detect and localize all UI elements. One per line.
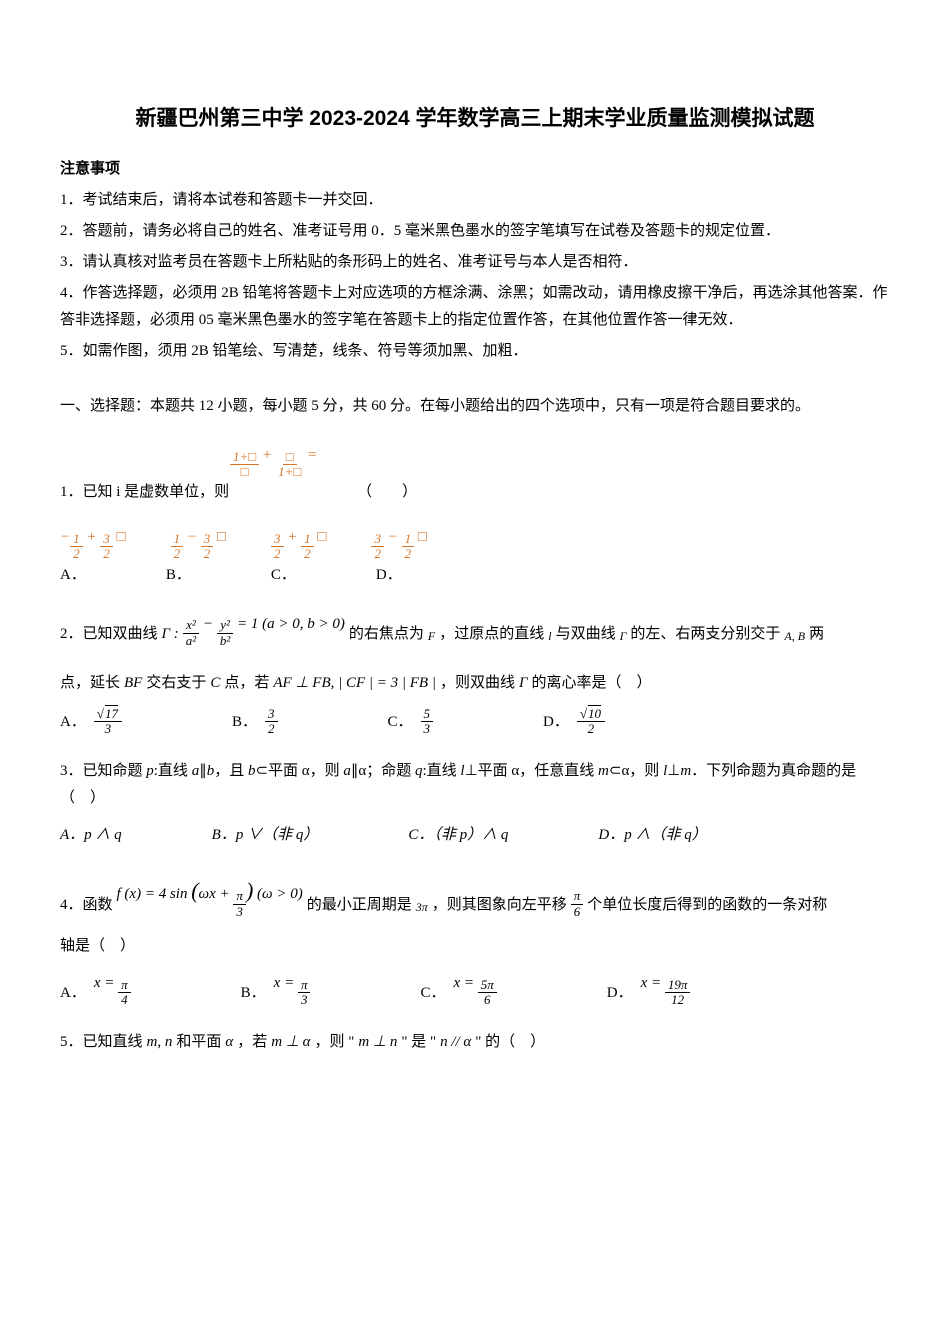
q2-F: F bbox=[428, 626, 435, 648]
q2-choice-c: C． 53 bbox=[388, 707, 434, 737]
q2-choice-a: A． √173 bbox=[60, 707, 122, 737]
q1-text-suffix: （ ） bbox=[357, 479, 417, 506]
q4-fx: f (x) = 4 sin (ωx + π3) (ω > 0) bbox=[117, 871, 303, 918]
q3-text: ⊂平面 α，则 bbox=[255, 763, 343, 779]
q3-a2: a bbox=[343, 763, 351, 779]
q5-c2: m ⊥ n bbox=[358, 1029, 397, 1056]
section-header: 一、选择题：本题共 12 小题，每小题 5 分，共 60 分。在每小题给出的四个… bbox=[60, 393, 890, 420]
q2-text: 的右焦点为 bbox=[349, 621, 424, 648]
notice-item: 5．如需作图，须用 2B 铅笔绘、写清楚，线条、符号等须加黑、加粗． bbox=[60, 338, 890, 365]
q4-text: 轴是（ ） bbox=[60, 933, 890, 960]
q5-c1: m ⊥ α bbox=[271, 1029, 310, 1056]
q1-choice-a-label: A． bbox=[60, 562, 86, 589]
q3-choices: A．p ∧ q B．p ∨（非 q） C．（非 p）∧ q D．p ∧（非 q） bbox=[60, 822, 890, 849]
question-3: 3．已知命题 p:直线 a∥b，且 b⊂平面 α，则 a∥α；命题 q:直线 l… bbox=[60, 758, 890, 812]
q2-text: 两 bbox=[809, 621, 824, 648]
notice-header: 注意事项 bbox=[60, 156, 890, 183]
q4-text: 4．函数 bbox=[60, 892, 113, 919]
q2-gamma3: Γ bbox=[519, 670, 528, 697]
q1-expression: 1+□□ + □1+□ = bbox=[230, 442, 890, 479]
q2-text: ，则双曲线 bbox=[440, 670, 515, 697]
q4-text: 的最小正周期是 bbox=[307, 892, 412, 919]
q4-text: 个单位长度后得到的函数的一条对称 bbox=[587, 892, 827, 919]
q2-equation: x²a² − y²b² = 1 (a > 0, b > 0) bbox=[183, 611, 345, 648]
q4-choice-a: A． x = π4 bbox=[60, 970, 131, 1007]
q1-choice-d-label: D． bbox=[376, 562, 402, 589]
q3-text: :直线 bbox=[154, 763, 192, 779]
q5-text: " 是 " bbox=[401, 1029, 436, 1056]
q2-choice-b: B． 32 bbox=[232, 707, 278, 737]
q2-BF: BF bbox=[124, 670, 142, 697]
q5-text: 5．已知直线 bbox=[60, 1029, 143, 1056]
q2-choice-d: D． √102 bbox=[543, 707, 605, 737]
q2-text: 点，若 bbox=[224, 670, 269, 697]
q2-text: 的左、右两支分别交于 bbox=[630, 621, 780, 648]
q2-text: 的离心率是（ ） bbox=[532, 670, 652, 697]
q5-text: ，则 " bbox=[315, 1029, 355, 1056]
notice-item: 4．作答选择题，必须用 2B 铅笔将答题卡上对应选项的方框涂满、涂黑；如需改动，… bbox=[60, 280, 890, 334]
q2-text: 点，延长 bbox=[60, 670, 120, 697]
q3-text: ，且 bbox=[214, 763, 248, 779]
notice-item: 3．请认真核对监考员在答题卡上所粘贴的条形码上的姓名、准考证号与本人是否相符． bbox=[60, 249, 890, 276]
q5-text: 和平面 bbox=[176, 1029, 221, 1056]
q3-text: ∥α；命题 bbox=[351, 763, 415, 779]
q3-text: ⊂α，则 bbox=[609, 763, 663, 779]
q5-text: ，若 bbox=[237, 1029, 267, 1056]
q4-text: ，则其图象向左平移 bbox=[432, 892, 567, 919]
q2-choices: A． √173 B． 32 C． 53 D． √102 bbox=[60, 707, 890, 737]
q4-period: 3π bbox=[416, 897, 428, 919]
notice-item: 2．答题前，请务必将自己的姓名、准考证号用 0．5 毫米黑色墨水的签字笔填写在试… bbox=[60, 218, 890, 245]
q2-text: 与双曲线 bbox=[556, 621, 616, 648]
q2-gamma: Γ : bbox=[162, 621, 179, 648]
q3-p: p bbox=[146, 763, 154, 779]
q2-l: l bbox=[548, 626, 551, 648]
q3-m: m bbox=[598, 763, 609, 779]
q5-text: " 的（ ） bbox=[475, 1029, 545, 1056]
q3-m2: m bbox=[680, 763, 691, 779]
question-1: 1+□□ + □1+□ = 1．已知 i 是虚数单位，则 （ ） bbox=[60, 442, 890, 506]
notice-item: 1．考试结束后，请将本试卷和答题卡一并交回． bbox=[60, 187, 890, 214]
q3-text: ⊥ bbox=[667, 763, 680, 779]
q2-text: ，过原点的直线 bbox=[439, 621, 544, 648]
q5-c3: n // α bbox=[440, 1029, 471, 1056]
q1-choice-c-expr: 32 + 12 □ bbox=[271, 524, 326, 561]
q3-text: :直线 bbox=[423, 763, 461, 779]
q3-choice-a: A．p ∧ q bbox=[60, 822, 122, 849]
q5-alpha: α bbox=[225, 1029, 233, 1056]
q4-shift: π6 bbox=[571, 889, 584, 919]
q3-text: ∥ bbox=[199, 763, 207, 779]
exam-title: 新疆巴州第三中学 2023-2024 学年数学高三上期末学业质量监测模拟试题 bbox=[60, 100, 890, 138]
q1-text-prefix: 1．已知 i 是虚数单位，则 bbox=[60, 479, 229, 506]
q4-choice-b: B． x = π3 bbox=[241, 970, 311, 1007]
question-5: 5．已知直线 m, n 和平面 α ，若 m ⊥ α ，则 " m ⊥ n " … bbox=[60, 1029, 890, 1056]
q1-choices-math: −12 + 32 □ 12 − 32 □ 32 + 12 □ 32 − 12 □… bbox=[60, 524, 890, 588]
q5-mn: m, n bbox=[147, 1029, 173, 1056]
q2-gamma2: Γ bbox=[620, 626, 627, 648]
q1-choice-b-label: B． bbox=[166, 562, 191, 589]
q4-choices: A． x = π4 B． x = π3 C． x = 5π6 D． x = 19… bbox=[60, 970, 890, 1007]
q3-choice-d: D．p ∧（非 q） bbox=[598, 822, 706, 849]
q1-choice-d-expr: 32 − 12 □ bbox=[371, 524, 426, 561]
q2-condition: AF ⊥ FB, | CF | = 3 | FB | bbox=[273, 670, 436, 697]
q1-choice-a-expr: −12 + 32 □ bbox=[60, 524, 126, 561]
q1-choice-b-expr: 12 − 32 □ bbox=[171, 524, 226, 561]
q2-C: C bbox=[210, 670, 220, 697]
q3-choice-c: C．（非 p）∧ q bbox=[408, 822, 508, 849]
q2-AB: A, B bbox=[784, 626, 805, 648]
question-2: 2．已知双曲线 Γ : x²a² − y²b² = 1 (a > 0, b > … bbox=[60, 611, 890, 697]
q4-choice-c: C． x = 5π6 bbox=[420, 970, 496, 1007]
q1-choice-c-label: C． bbox=[271, 562, 296, 589]
q3-text: ⊥平面 α，任意直线 bbox=[465, 763, 598, 779]
q2-text: 2．已知双曲线 bbox=[60, 621, 158, 648]
q4-choice-d: D． x = 19π12 bbox=[607, 970, 691, 1007]
q2-text: 交右支于 bbox=[146, 670, 206, 697]
q3-text: 3．已知命题 bbox=[60, 763, 146, 779]
question-4: 4．函数 f (x) = 4 sin (ωx + π3) (ω > 0) 的最小… bbox=[60, 871, 890, 959]
q3-q: q bbox=[415, 763, 423, 779]
q3-choice-b: B．p ∨（非 q） bbox=[212, 822, 319, 849]
